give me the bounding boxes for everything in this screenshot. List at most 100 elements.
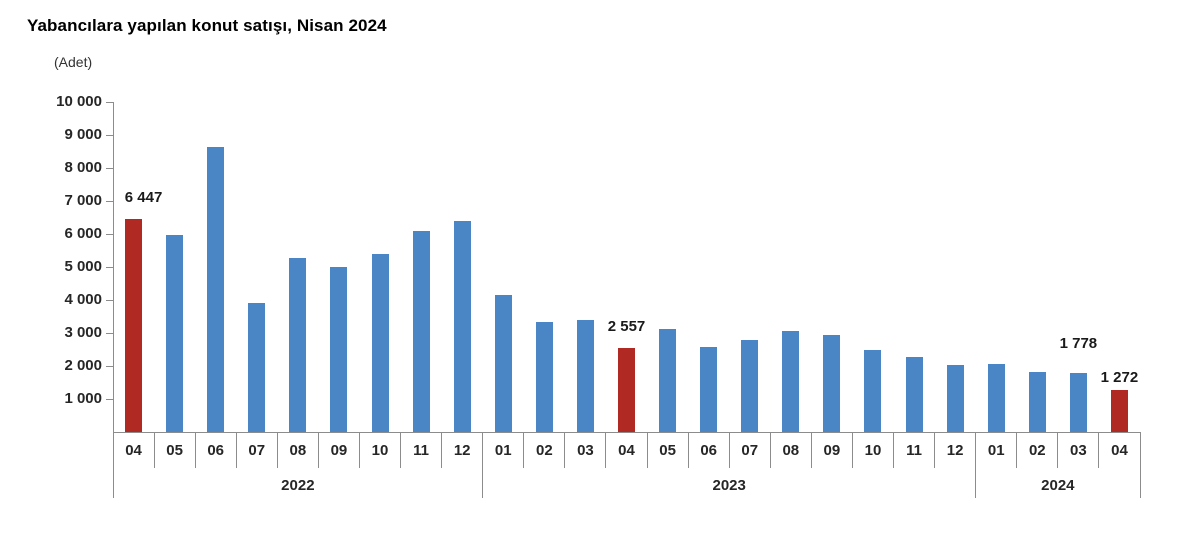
y-axis-tick xyxy=(106,299,113,301)
month-label-2024-02: 02 xyxy=(1028,442,1046,459)
bar-2022-08 xyxy=(289,258,307,432)
bar-2023-12 xyxy=(946,365,964,432)
y-axis-tick-label: 3 000 xyxy=(64,324,102,341)
month-separator xyxy=(851,432,853,468)
month-separator xyxy=(687,432,689,468)
bar-2022-06 xyxy=(207,147,225,432)
month-label-2022-04: 04 xyxy=(125,442,142,459)
bar-2024-04 xyxy=(1110,390,1128,432)
y-axis-tick-label: 7 000 xyxy=(64,192,102,209)
y-axis-tick xyxy=(106,200,113,202)
bar-2022-04 xyxy=(125,219,143,432)
bar-2023-06 xyxy=(700,347,718,432)
y-axis-tick xyxy=(106,365,113,367)
month-label-2023-04: 04 xyxy=(618,442,635,459)
month-label-2023-02: 02 xyxy=(535,442,553,459)
bar-2022-05 xyxy=(166,235,184,432)
y-axis-tick xyxy=(106,398,113,400)
month-label-2023-10: 10 xyxy=(864,442,882,459)
year-label-2022: 2022 xyxy=(281,477,315,494)
month-separator xyxy=(358,432,360,468)
month-separator xyxy=(605,432,607,468)
y-axis-tick xyxy=(106,233,113,235)
bar-2023-07 xyxy=(741,340,759,432)
bar-2022-07 xyxy=(248,303,266,432)
month-label-2022-06: 06 xyxy=(207,442,225,459)
month-label-2024-04: 04 xyxy=(1111,442,1128,459)
month-separator xyxy=(441,432,443,468)
bar-2023-09 xyxy=(823,335,841,432)
month-separator xyxy=(235,432,237,468)
data-label-2022-04: 6 447 xyxy=(124,189,163,206)
bar-2023-05 xyxy=(659,329,677,432)
month-separator xyxy=(194,432,196,468)
chart-title: Yabancılara yapılan konut satışı, Nisan … xyxy=(27,16,387,35)
bar-2024-02 xyxy=(1028,372,1046,432)
month-label-2022-07: 07 xyxy=(248,442,266,459)
y-axis-tick-label: 4 000 xyxy=(64,291,102,308)
month-label-2023-06: 06 xyxy=(700,442,717,459)
year-separator xyxy=(112,432,114,498)
month-label-2022-11: 11 xyxy=(413,442,430,459)
month-label-2023-01: 01 xyxy=(494,442,512,459)
y-axis-tick-label: 6 000 xyxy=(64,225,102,242)
data-label-2024-04: 1 272 xyxy=(1100,369,1139,386)
year-label-2023: 2023 xyxy=(712,477,746,494)
bar-2022-11 xyxy=(412,231,430,432)
month-label-2022-12: 12 xyxy=(453,442,471,459)
month-separator xyxy=(317,432,319,468)
y-axis-tick-label: 2 000 xyxy=(64,357,102,374)
month-label-2023-07: 07 xyxy=(741,442,759,459)
month-separator xyxy=(893,432,895,468)
bar-2023-04 xyxy=(618,348,635,432)
y-axis-tick-label: 5 000 xyxy=(64,258,102,275)
month-separator xyxy=(646,432,648,468)
month-separator xyxy=(1098,432,1100,468)
chart-unit-label: (Adet) xyxy=(54,54,93,70)
month-separator xyxy=(1016,432,1018,468)
data-label-2024-03: 1 778 xyxy=(1059,335,1098,352)
bar-2022-09 xyxy=(330,267,348,432)
bar-2024-01 xyxy=(987,364,1005,432)
x-axis-line xyxy=(113,432,1140,433)
y-axis-tick-label: 1 000 xyxy=(64,390,102,407)
bar-2023-02 xyxy=(535,322,553,432)
bar-2023-03 xyxy=(576,320,594,432)
month-label-2024-03: 03 xyxy=(1070,442,1087,459)
bar-2023-01 xyxy=(494,295,512,432)
y-axis-tick xyxy=(106,134,113,136)
month-separator xyxy=(564,432,566,468)
month-label-2022-10: 10 xyxy=(371,442,389,459)
year-separator xyxy=(975,432,977,498)
bar-2023-11 xyxy=(905,357,923,432)
y-axis-tick-label: 10 000 xyxy=(56,93,102,110)
y-axis-tick-label: 9 000 xyxy=(64,126,102,143)
bar-2022-12 xyxy=(453,221,471,432)
bar-2023-08 xyxy=(782,331,800,432)
month-separator xyxy=(769,432,771,468)
month-separator xyxy=(1057,432,1059,468)
y-axis-tick xyxy=(106,101,113,103)
month-label-2023-09: 09 xyxy=(823,442,841,459)
month-separator xyxy=(934,432,936,468)
month-label-2023-11: 11 xyxy=(906,442,922,459)
y-axis-tick xyxy=(106,266,113,268)
month-label-2023-03: 03 xyxy=(577,442,594,459)
month-label-2022-09: 09 xyxy=(330,442,348,459)
data-label-2023-04: 2 557 xyxy=(607,318,646,335)
month-label-2023-05: 05 xyxy=(659,442,676,459)
month-separator xyxy=(728,432,730,468)
month-label-2023-12: 12 xyxy=(946,442,964,459)
year-separator xyxy=(1139,432,1141,498)
bar-2022-10 xyxy=(371,254,389,432)
month-separator xyxy=(810,432,812,468)
month-label-2022-08: 08 xyxy=(289,442,307,459)
month-label-2022-05: 05 xyxy=(166,442,183,459)
y-axis-tick xyxy=(106,167,113,169)
y-axis-tick xyxy=(106,332,113,334)
month-label-2024-01: 01 xyxy=(987,442,1005,459)
month-label-2023-08: 08 xyxy=(782,442,800,459)
month-separator xyxy=(276,432,278,468)
